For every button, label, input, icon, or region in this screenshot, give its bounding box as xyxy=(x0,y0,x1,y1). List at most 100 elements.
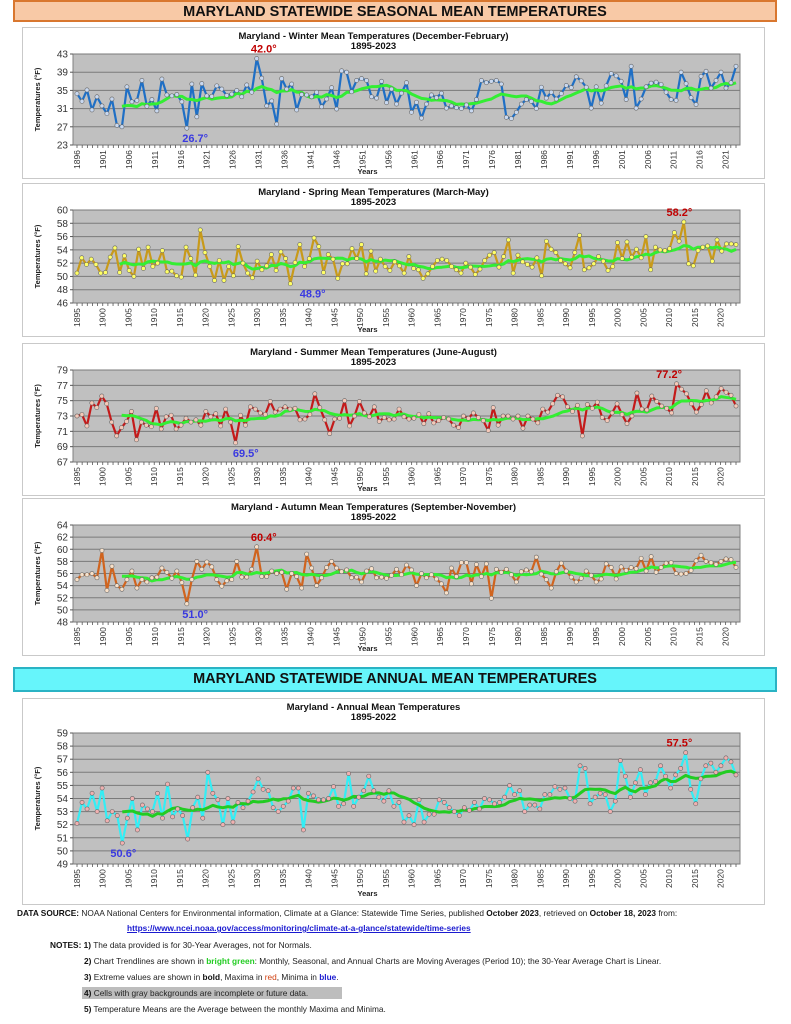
x-tick-label: 2010 xyxy=(669,627,679,646)
x-tick-label: 1920 xyxy=(201,308,211,327)
y-tick-label: 48 xyxy=(57,618,69,629)
x-axis-label: Years xyxy=(357,484,377,493)
minimum-label: 48.9° xyxy=(300,289,326,301)
seasonal-section-banner: MARYLAND STATEWIDE SEASONAL MEAN TEMPERA… xyxy=(13,0,777,22)
note-text: Cells with gray backgrounds are incomple… xyxy=(93,988,309,998)
data-series-line xyxy=(75,751,738,845)
note-num: 5) xyxy=(84,1004,92,1014)
x-tick-label: 1945 xyxy=(331,627,341,646)
trendline-moving-average xyxy=(121,81,737,109)
chart-title: Maryland - Annual Mean Temperatures xyxy=(287,702,461,713)
x-axis-label: Years xyxy=(357,167,377,176)
x-tick-label: 1960 xyxy=(407,869,417,888)
x-axis-label: Years xyxy=(357,889,377,898)
x-tick-label: 1980 xyxy=(510,869,520,888)
chart-subtitle: 1895-2023 xyxy=(351,197,396,208)
note-text: Temperature Means are the Average betwee… xyxy=(93,1004,386,1014)
x-tick-label: 1970 xyxy=(461,627,471,646)
x-tick-label: 1905 xyxy=(124,627,134,646)
x-tick-label: 1940 xyxy=(304,467,314,486)
x-tick-label: 2005 xyxy=(638,869,648,888)
x-tick-label: 1936 xyxy=(280,150,290,169)
x-tick-label: 1930 xyxy=(254,627,264,646)
maximum-label: 57.5° xyxy=(666,738,692,750)
y-tick-label: 51 xyxy=(57,833,69,844)
x-tick-label: 1920 xyxy=(201,869,211,888)
x-tick-label: 1991 xyxy=(565,150,575,169)
x-tick-label: 1980 xyxy=(510,467,520,486)
note-bold: bold xyxy=(202,972,221,982)
x-tick-label: 2005 xyxy=(638,308,648,327)
y-tick-label: 23 xyxy=(57,141,69,152)
x-tick-label: 1950 xyxy=(357,627,367,646)
note-5: 5) Temperature Means are the Average bet… xyxy=(84,1004,386,1014)
x-tick-label: 2005 xyxy=(643,627,653,646)
x-tick-label: 1905 xyxy=(123,308,133,327)
data-source-text: NOAA National Centers for Environmental … xyxy=(81,908,487,918)
x-tick-label: 2000 xyxy=(613,869,623,888)
note-red: red xyxy=(264,972,277,982)
x-tick-label: 1935 xyxy=(278,308,288,327)
y-tick-label: 56 xyxy=(57,569,69,580)
x-tick-label: 1935 xyxy=(280,627,290,646)
x-tick-label: 1915 xyxy=(175,467,185,486)
x-tick-label: 1970 xyxy=(458,467,468,486)
note-text: . xyxy=(336,972,339,982)
x-tick-label: 1900 xyxy=(98,627,108,646)
x-tick-label: 1975 xyxy=(484,467,494,486)
y-axis-label: Temperatures (°F) xyxy=(33,541,42,605)
chart-subtitle: 1895-2022 xyxy=(351,512,396,523)
x-tick-label: 1950 xyxy=(355,308,365,327)
x-tick-label: 1950 xyxy=(355,467,365,486)
x-tick-label: 2015 xyxy=(690,869,700,888)
y-tick-label: 64 xyxy=(57,521,69,532)
y-tick-label: 58 xyxy=(57,742,69,753)
x-tick-label: 2020 xyxy=(716,467,726,486)
x-tick-label: 1975 xyxy=(484,308,494,327)
x-tick-label: 1920 xyxy=(201,467,211,486)
x-tick-label: 1910 xyxy=(150,627,160,646)
note-2: 2) Chart Trendlines are shown in bright … xyxy=(84,956,661,966)
x-tick-label: 1995 xyxy=(587,467,597,486)
x-tick-label: 1980 xyxy=(510,308,520,327)
x-tick-label: 1905 xyxy=(123,869,133,888)
x-tick-label: 1920 xyxy=(202,627,212,646)
x-tick-label: 1970 xyxy=(458,308,468,327)
x-tick-label: 1896 xyxy=(72,150,82,169)
note-num: 4) xyxy=(84,988,92,998)
x-tick-label: 1965 xyxy=(432,308,442,327)
y-tick-label: 50 xyxy=(57,846,69,857)
x-tick-label: 1955 xyxy=(381,869,391,888)
x-tick-label: 1940 xyxy=(306,627,316,646)
x-tick-label: 1990 xyxy=(561,467,571,486)
noaa-source-link[interactable]: https://www.ncei.noaa.gov/access/monitor… xyxy=(127,923,471,933)
x-tick-label: 1955 xyxy=(381,308,391,327)
note-4: 4) Cells with gray backgrounds are incom… xyxy=(82,987,342,999)
y-tick-label: 62 xyxy=(57,533,69,544)
x-tick-label: 1995 xyxy=(587,869,597,888)
x-tick-label: 1950 xyxy=(355,869,365,888)
x-tick-label: 1915 xyxy=(176,627,186,646)
x-tick-label: 1951 xyxy=(357,150,367,169)
y-tick-label: 67 xyxy=(57,458,69,469)
x-tick-label: 1900 xyxy=(98,308,108,327)
note-num: 1) xyxy=(83,940,92,950)
y-tick-label: 60 xyxy=(57,206,69,217)
x-tick-label: 1895 xyxy=(72,308,82,327)
x-tick-label: 1900 xyxy=(98,869,108,888)
x-tick-label: 1965 xyxy=(432,467,442,486)
x-tick-label: 1986 xyxy=(539,150,549,169)
chart-subtitle: 1895-2023 xyxy=(351,357,396,368)
x-tick-label: 1895 xyxy=(72,627,82,646)
y-tick-label: 35 xyxy=(57,86,69,97)
x-tick-label: 1945 xyxy=(329,467,339,486)
summer-chart: Maryland - Summer Mean Temperatures (Jun… xyxy=(22,343,765,496)
x-tick-label: 1990 xyxy=(561,869,571,888)
x-tick-label: 1940 xyxy=(304,869,314,888)
x-tick-label: 1956 xyxy=(383,150,393,169)
x-tick-label: 1971 xyxy=(461,150,471,169)
winter-chart: Maryland - Winter Mean Temperatures (Dec… xyxy=(22,27,765,179)
autumn-chart: Maryland - Autumn Mean Temperatures (Sep… xyxy=(22,498,765,656)
y-tick-label: 59 xyxy=(57,729,69,740)
maximum-label: 77.2° xyxy=(656,369,682,381)
